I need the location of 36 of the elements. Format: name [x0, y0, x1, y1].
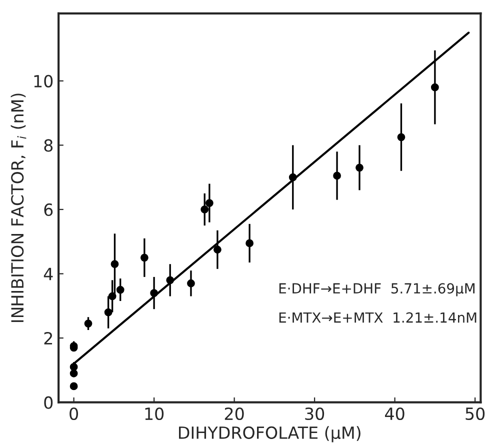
x-axis-title: DIHYDROFOLATE (μM) — [179, 426, 360, 442]
point — [187, 279, 195, 288]
x-tick-label: 50 — [466, 407, 485, 420]
point — [397, 133, 406, 142]
y-tick-label: 2 — [44, 332, 52, 344]
point — [150, 289, 158, 297]
point — [166, 276, 174, 284]
y-tick-label: 8 — [44, 139, 53, 152]
x-tick-label: 20 — [224, 407, 244, 420]
point — [205, 199, 214, 207]
point — [356, 164, 364, 172]
y-axis-title: INHIBITION FACTOR, F$_{i}$ (nM) — [10, 94, 26, 322]
point — [430, 83, 439, 92]
y-tick-label: 4 — [44, 268, 53, 280]
point — [333, 172, 341, 180]
annotation: E·DHF→E+DHF 5.71±.69μM — [279, 283, 474, 296]
point — [140, 254, 148, 262]
x-tick-label: 10 — [145, 407, 164, 420]
x-tick-label: 40 — [385, 407, 404, 420]
point — [214, 246, 222, 254]
point — [288, 173, 297, 182]
x-tick-label: 0 — [70, 407, 78, 420]
y-tick-label: 10 — [34, 74, 53, 88]
point — [246, 239, 254, 248]
point — [84, 320, 92, 328]
y-tick-label: 6 — [44, 203, 53, 216]
point — [104, 308, 112, 316]
point — [70, 369, 78, 378]
point — [70, 382, 78, 390]
point — [108, 292, 116, 300]
point — [116, 286, 124, 294]
point — [110, 260, 119, 268]
point — [200, 206, 209, 214]
annotation: E·MTX→E+MTX 1.21±.14nM — [279, 312, 476, 323]
x-tick-label: 30 — [305, 407, 324, 420]
y-tick-label: 0 — [44, 396, 53, 409]
